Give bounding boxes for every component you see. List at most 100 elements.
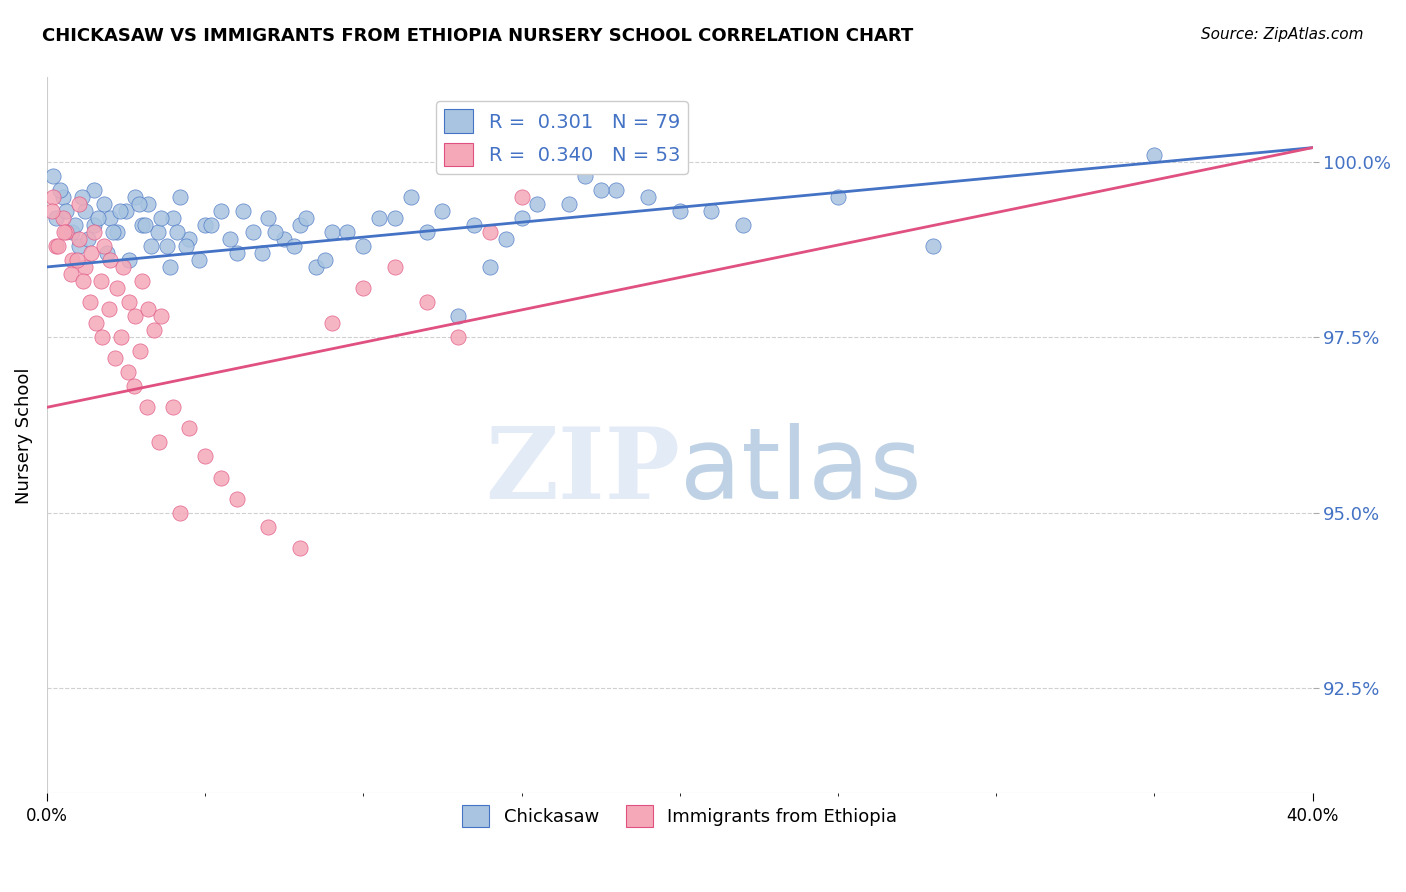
Point <box>415 295 437 310</box>
Point <box>209 470 232 484</box>
Point <box>67 196 90 211</box>
Point <box>921 239 943 253</box>
Point <box>77 232 100 246</box>
Point <box>242 225 264 239</box>
Point <box>117 365 139 379</box>
Point <box>79 295 101 310</box>
Point <box>478 260 501 274</box>
Point <box>219 232 242 246</box>
Point <box>352 281 374 295</box>
Point <box>149 211 172 225</box>
Point <box>97 301 120 316</box>
Point <box>478 225 501 239</box>
Point <box>73 260 96 274</box>
Point <box>93 196 115 211</box>
Point <box>45 211 67 225</box>
Point <box>415 225 437 239</box>
Point <box>52 190 75 204</box>
Point <box>93 239 115 253</box>
Point <box>134 218 156 232</box>
Point <box>314 252 336 267</box>
Point <box>55 203 77 218</box>
Point <box>447 309 470 323</box>
Point <box>447 330 470 344</box>
Point <box>46 239 69 253</box>
Point <box>67 232 90 246</box>
Point <box>399 190 422 204</box>
Point <box>45 239 67 253</box>
Point <box>131 274 153 288</box>
Point <box>148 435 170 450</box>
Point <box>257 519 280 533</box>
Point <box>283 239 305 253</box>
Point <box>605 183 627 197</box>
Point <box>103 225 125 239</box>
Point <box>225 246 247 260</box>
Point <box>80 246 103 260</box>
Point <box>108 203 131 218</box>
Point <box>827 190 849 204</box>
Point <box>60 252 83 267</box>
Point <box>463 218 485 232</box>
Point <box>52 211 75 225</box>
Point <box>295 211 318 225</box>
Point <box>589 183 612 197</box>
Point <box>124 190 146 204</box>
Point <box>209 203 232 218</box>
Point <box>131 218 153 232</box>
Point <box>232 203 254 218</box>
Point <box>53 225 76 239</box>
Point <box>91 330 114 344</box>
Legend: Chickasaw, Immigrants from Ethiopia: Chickasaw, Immigrants from Ethiopia <box>454 798 904 834</box>
Text: atlas: atlas <box>679 423 921 520</box>
Point <box>700 203 723 218</box>
Y-axis label: Nursery School: Nursery School <box>15 368 32 504</box>
Point <box>42 190 65 204</box>
Point <box>526 196 548 211</box>
Point <box>162 211 184 225</box>
Point <box>90 274 112 288</box>
Point <box>149 309 172 323</box>
Point <box>510 211 533 225</box>
Point <box>42 169 65 183</box>
Point <box>200 218 222 232</box>
Point <box>146 225 169 239</box>
Point <box>105 225 128 239</box>
Point <box>65 218 87 232</box>
Point <box>384 260 406 274</box>
Point <box>1143 147 1166 161</box>
Point <box>118 295 141 310</box>
Point <box>558 196 581 211</box>
Point <box>495 232 517 246</box>
Point <box>60 225 83 239</box>
Point <box>321 225 343 239</box>
Point <box>136 301 159 316</box>
Point <box>194 218 217 232</box>
Point <box>135 401 157 415</box>
Point <box>41 203 63 218</box>
Point <box>352 239 374 253</box>
Point <box>70 190 93 204</box>
Point <box>156 239 179 253</box>
Point <box>136 196 159 211</box>
Point <box>143 323 166 337</box>
Point <box>194 450 217 464</box>
Point <box>128 196 150 211</box>
Point <box>104 351 127 366</box>
Point <box>59 267 82 281</box>
Point <box>187 252 209 267</box>
Point <box>122 379 145 393</box>
Point <box>225 491 247 506</box>
Point <box>105 281 128 295</box>
Point <box>368 211 391 225</box>
Point <box>55 225 77 239</box>
Point <box>141 239 163 253</box>
Point <box>110 330 132 344</box>
Text: ZIP: ZIP <box>485 423 679 520</box>
Point <box>169 190 191 204</box>
Point <box>98 252 121 267</box>
Point <box>86 211 108 225</box>
Point <box>288 218 311 232</box>
Point <box>96 246 118 260</box>
Point <box>169 506 191 520</box>
